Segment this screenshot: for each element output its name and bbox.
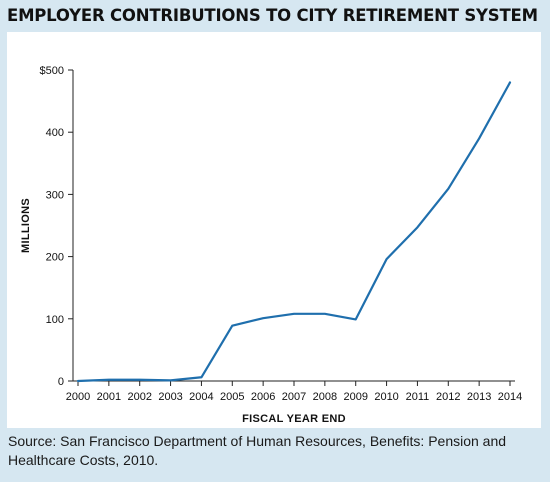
y-tick-label: 200 [46, 252, 64, 264]
series-line [76, 81, 512, 383]
x-tick-label: 2011 [406, 391, 430, 403]
chart-title: EMPLOYER CONTRIBUTIONS TO CITY RETIREMEN… [7, 6, 538, 25]
x-tick-label: 2014 [498, 391, 522, 403]
x-tick-label: 2001 [97, 391, 121, 403]
x-tick-label: 2012 [436, 391, 460, 403]
chart-panel: 0 100 200 300 400 $500 2000 2001 2002 2003 2004 20… [7, 32, 541, 428]
y-tick-label: 0 [58, 376, 64, 388]
x-axis-label: FISCAL YEAR END [242, 413, 346, 425]
y-tick-label: 300 [46, 189, 64, 201]
y-tick-label: $500 [40, 65, 64, 77]
y-axis-label: MILLIONS [20, 198, 32, 253]
x-tick-label: 2007 [282, 391, 306, 403]
x-tick-label: 2000 [66, 391, 90, 403]
x-tick-label: 2002 [127, 391, 151, 403]
x-tick-label: 2006 [251, 391, 275, 403]
x-tick-label: 2003 [158, 391, 182, 403]
y-tick-label: 100 [46, 314, 64, 326]
x-tick-label: 2005 [220, 391, 244, 403]
x-tick-label: 2008 [313, 391, 337, 403]
line-chart: 0 100 200 300 400 $500 2000 2001 2002 2003 2004 20… [20, 65, 522, 425]
x-tick-label: 2013 [467, 391, 491, 403]
x-tick-label: 2004 [189, 391, 213, 403]
x-tick-label: 2010 [374, 391, 398, 403]
x-tick-label: 2009 [343, 391, 367, 403]
source-note: Source: San Francisco Department of Huma… [8, 433, 507, 468]
y-tick-label: 400 [46, 127, 64, 139]
